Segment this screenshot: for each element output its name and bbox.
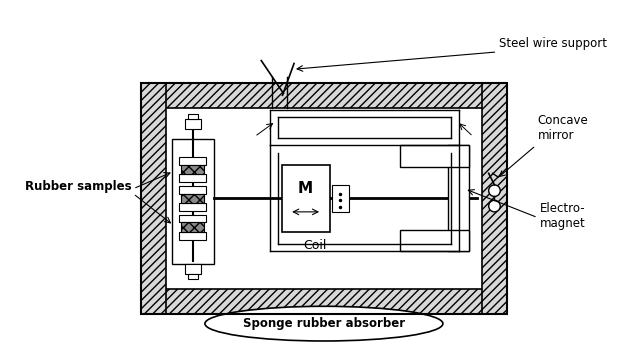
Circle shape <box>488 200 500 212</box>
Bar <box>172 139 214 264</box>
Bar <box>179 157 206 165</box>
Text: Steel wire support: Steel wire support <box>499 37 608 50</box>
Bar <box>179 203 206 211</box>
Bar <box>185 264 201 273</box>
Bar <box>188 114 198 119</box>
Bar <box>185 119 201 129</box>
Bar <box>400 145 470 167</box>
Text: Sponge rubber absorber: Sponge rubber absorber <box>243 317 405 330</box>
Ellipse shape <box>205 306 443 341</box>
Bar <box>179 186 206 194</box>
Bar <box>179 232 206 240</box>
Bar <box>332 185 349 212</box>
Circle shape <box>488 185 500 197</box>
Bar <box>448 145 470 252</box>
Bar <box>141 83 507 314</box>
Bar <box>400 230 470 252</box>
Bar <box>181 194 204 203</box>
Bar <box>141 83 166 314</box>
Bar <box>282 165 330 232</box>
Bar <box>188 273 198 279</box>
Bar <box>179 215 206 222</box>
Bar <box>181 222 204 232</box>
Text: Electro-
magnet: Electro- magnet <box>540 202 586 230</box>
Bar <box>179 174 206 182</box>
Text: Rubber samples: Rubber samples <box>24 180 131 193</box>
Bar <box>141 83 507 108</box>
Bar <box>141 289 507 314</box>
Text: M: M <box>298 181 313 196</box>
Text: Coil: Coil <box>303 239 327 252</box>
Text: Concave
mirror: Concave mirror <box>538 115 589 142</box>
Bar <box>181 165 204 174</box>
Bar <box>166 108 482 289</box>
Bar <box>482 83 507 314</box>
